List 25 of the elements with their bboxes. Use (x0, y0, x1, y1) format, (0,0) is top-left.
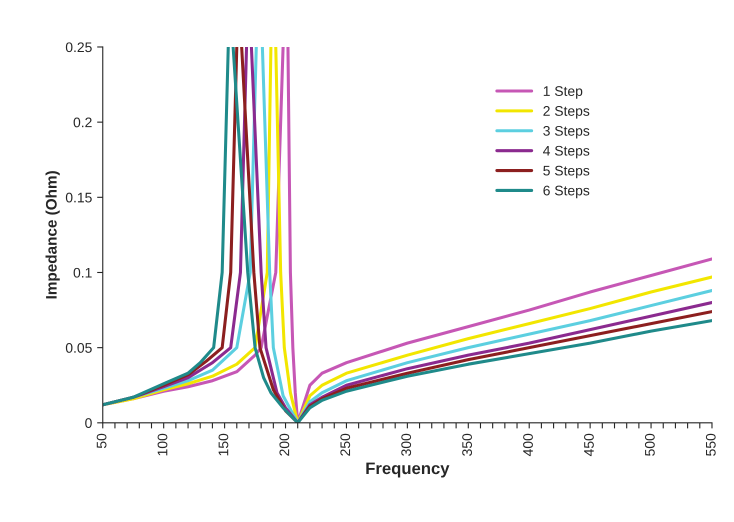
x-tick-label: 250 (340, 434, 350, 456)
y-tick-label: 0.1 (74, 268, 92, 278)
y-tick-label: 0.25 (66, 42, 92, 52)
legend-label: 3 Steps (543, 126, 590, 139)
x-tick-label: 400 (523, 434, 533, 456)
x-tick-label: 350 (462, 434, 472, 456)
x-tick-label: 500 (644, 434, 655, 456)
legend-label: 4 Steps (543, 146, 590, 158)
x-tick-label: 200 (279, 434, 290, 456)
x-tick-label: 100 (158, 434, 168, 456)
y-tick-label: 0.2 (74, 117, 92, 128)
legend-label: 6 Steps (543, 186, 590, 198)
x-axis-title: Frequency (366, 462, 450, 478)
x-tick-label: 300 (401, 434, 412, 456)
y-tick-label: 0 (85, 418, 92, 428)
y-tick-label: 0.15 (66, 192, 92, 202)
x-tick-label: 550 (706, 434, 716, 456)
x-tick-label: 150 (218, 434, 228, 456)
legend-label: 1 Step (544, 86, 582, 99)
y-tick-label: 0.05 (66, 342, 92, 353)
legend-label: 2 Steps (543, 106, 590, 119)
x-tick-label: 450 (584, 434, 594, 456)
x-tick-label: 50 (96, 434, 106, 448)
legend-label: 5 Steps (543, 166, 590, 178)
y-axis-title: Impedance (Ohm) (46, 171, 60, 298)
